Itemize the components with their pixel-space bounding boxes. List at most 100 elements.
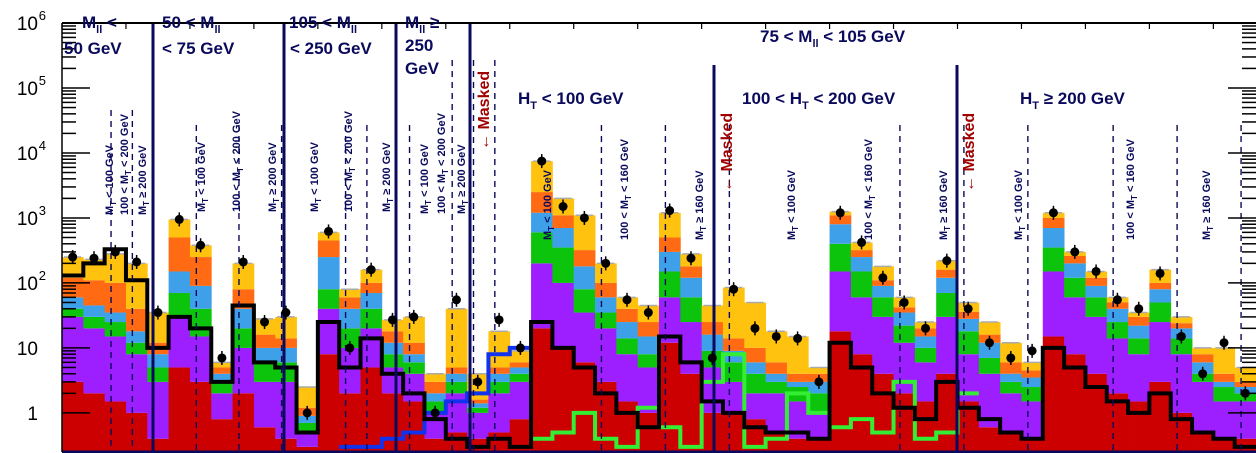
data-point bbox=[1176, 331, 1186, 341]
bar-segment bbox=[424, 393, 447, 402]
bar-segment bbox=[147, 354, 170, 368]
bar-segment bbox=[339, 289, 361, 298]
bar-segment bbox=[573, 266, 596, 290]
bar-segment bbox=[893, 307, 916, 313]
bar-segment bbox=[1149, 322, 1172, 382]
bar-segment bbox=[1234, 401, 1256, 439]
bar-segment bbox=[1021, 401, 1044, 439]
bar-segment bbox=[936, 316, 958, 374]
bar-segment bbox=[765, 381, 788, 394]
bar-segment bbox=[1042, 228, 1065, 248]
bar-segment bbox=[104, 282, 127, 313]
data-point bbox=[324, 226, 334, 236]
bar-segment bbox=[552, 228, 575, 248]
bar-segment bbox=[424, 381, 447, 394]
bar-segment bbox=[1192, 354, 1214, 363]
bar-segment bbox=[360, 367, 383, 452]
data-point bbox=[686, 253, 696, 263]
bar-segment bbox=[978, 342, 1001, 358]
bar-segment bbox=[850, 257, 873, 272]
bar-segment bbox=[1213, 387, 1236, 402]
bar-segment bbox=[1085, 277, 1108, 286]
bar-segment bbox=[978, 322, 1001, 335]
bar-segment bbox=[722, 338, 745, 351]
bar-segment bbox=[1042, 336, 1065, 452]
bar-segment bbox=[467, 412, 489, 439]
bar-segment bbox=[1085, 297, 1108, 317]
bar-segment bbox=[1064, 277, 1086, 298]
bar-segment bbox=[893, 325, 916, 343]
data-point bbox=[1048, 208, 1058, 218]
bar-segment bbox=[1234, 381, 1256, 388]
data-point bbox=[174, 214, 184, 224]
bar-segment bbox=[808, 367, 830, 374]
bar-segment bbox=[296, 422, 319, 433]
bar-segment bbox=[1192, 347, 1214, 355]
bar-segment bbox=[573, 289, 596, 313]
bar-segment bbox=[381, 331, 404, 343]
bar-segment bbox=[531, 212, 553, 233]
bar-segment bbox=[1064, 255, 1086, 264]
bar-segment bbox=[147, 381, 170, 439]
bar-segment bbox=[104, 253, 127, 283]
region-label-105-250: 105 < Mll < 250 GeV bbox=[289, 13, 372, 58]
bar-segment bbox=[125, 354, 148, 413]
bar-segment bbox=[509, 367, 532, 374]
mt-label: MT ≥ 200 GeV bbox=[381, 142, 395, 212]
bar-segment bbox=[403, 401, 425, 452]
bar-segment bbox=[573, 215, 596, 251]
masked-label-3: ← Masked bbox=[961, 113, 978, 192]
bar-segment bbox=[680, 297, 703, 323]
bar-segment bbox=[765, 373, 788, 382]
bar-segment bbox=[1000, 373, 1022, 382]
bar-segment bbox=[403, 316, 425, 343]
bar-segment bbox=[360, 292, 383, 309]
bar-segment bbox=[1064, 354, 1086, 452]
bar-segment bbox=[403, 373, 425, 402]
data-point bbox=[1155, 268, 1165, 278]
mt-label: 100 < MT < 160 GeV bbox=[619, 138, 633, 240]
bar-segment bbox=[595, 381, 617, 452]
data-point bbox=[1134, 304, 1144, 314]
bar-segment bbox=[189, 308, 212, 337]
bar-segment bbox=[637, 354, 660, 368]
bar-segment bbox=[957, 318, 980, 332]
mt-label: 100 < MT < 200 GeV bbox=[119, 113, 133, 215]
bar-segment bbox=[1170, 338, 1193, 355]
bar-segment bbox=[232, 263, 255, 290]
mt-label: 100 < MT < 200 GeV bbox=[231, 110, 245, 212]
bar-segment bbox=[1106, 393, 1129, 452]
data-point bbox=[665, 206, 675, 216]
y-tick-label: 10 bbox=[17, 209, 38, 230]
mt-label: MT ≥ 160 GeV bbox=[1201, 170, 1215, 240]
bar-segment bbox=[1213, 438, 1236, 452]
bar-segment bbox=[722, 287, 745, 339]
bar-segment bbox=[659, 251, 681, 272]
data-point bbox=[707, 353, 717, 363]
bar-segment bbox=[595, 297, 617, 313]
data-point bbox=[643, 308, 653, 318]
bar-segment bbox=[232, 328, 255, 348]
bar-segment bbox=[104, 336, 127, 402]
bar-segment bbox=[253, 334, 276, 348]
data-point bbox=[132, 257, 142, 267]
y-tick-label: 10 bbox=[17, 144, 38, 165]
bar-segment bbox=[381, 342, 404, 355]
data-point bbox=[515, 343, 525, 353]
bar-segment bbox=[509, 362, 532, 368]
bar-segment bbox=[211, 381, 233, 394]
bar-segment bbox=[445, 432, 468, 452]
bar-segment bbox=[531, 328, 553, 452]
bar-segment bbox=[595, 282, 617, 298]
data-point bbox=[537, 156, 547, 166]
mt-label: 100 < MT < 160 GeV bbox=[863, 138, 877, 240]
data-point bbox=[899, 297, 909, 307]
bar-segment bbox=[339, 308, 361, 329]
bar-segment bbox=[211, 393, 233, 420]
bar-segment bbox=[893, 393, 916, 452]
bar-segment bbox=[403, 362, 425, 374]
bar-segment bbox=[104, 401, 127, 452]
bar-segment bbox=[722, 362, 745, 382]
